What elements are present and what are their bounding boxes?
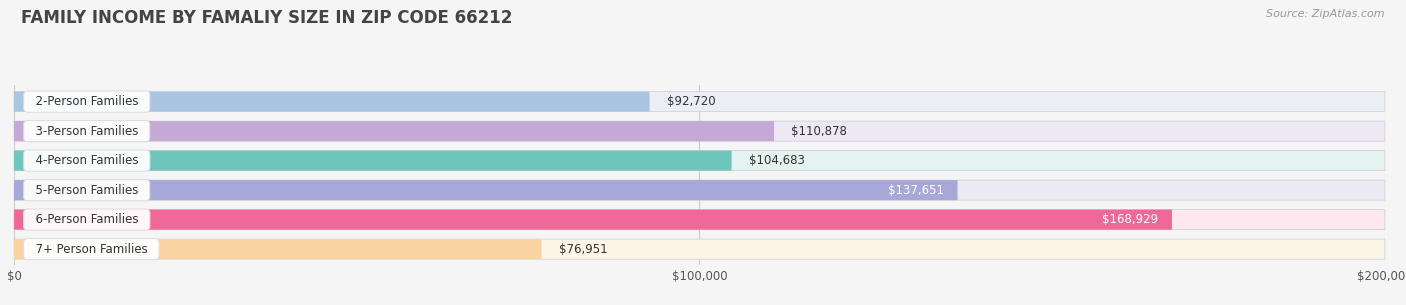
Text: 7+ Person Families: 7+ Person Families (28, 242, 155, 256)
Text: Source: ZipAtlas.com: Source: ZipAtlas.com (1267, 9, 1385, 19)
FancyBboxPatch shape (14, 151, 1385, 171)
Text: $76,951: $76,951 (558, 242, 607, 256)
Text: 3-Person Families: 3-Person Families (28, 125, 146, 138)
Text: $92,720: $92,720 (666, 95, 716, 108)
Text: 5-Person Families: 5-Person Families (28, 184, 146, 197)
FancyBboxPatch shape (14, 239, 1385, 259)
FancyBboxPatch shape (14, 239, 541, 259)
FancyBboxPatch shape (14, 121, 775, 141)
FancyBboxPatch shape (14, 151, 731, 171)
FancyBboxPatch shape (14, 210, 1385, 230)
FancyBboxPatch shape (14, 92, 1385, 112)
FancyBboxPatch shape (14, 92, 650, 112)
FancyBboxPatch shape (14, 210, 1173, 230)
Text: $104,683: $104,683 (749, 154, 804, 167)
Text: $110,878: $110,878 (792, 125, 846, 138)
FancyBboxPatch shape (14, 180, 1385, 200)
FancyBboxPatch shape (14, 180, 957, 200)
Text: 6-Person Families: 6-Person Families (28, 213, 146, 226)
Text: FAMILY INCOME BY FAMALIY SIZE IN ZIP CODE 66212: FAMILY INCOME BY FAMALIY SIZE IN ZIP COD… (21, 9, 512, 27)
Text: $168,929: $168,929 (1102, 213, 1159, 226)
Text: 4-Person Families: 4-Person Families (28, 154, 146, 167)
Text: 2-Person Families: 2-Person Families (28, 95, 146, 108)
FancyBboxPatch shape (14, 121, 1385, 141)
Text: $137,651: $137,651 (887, 184, 943, 197)
